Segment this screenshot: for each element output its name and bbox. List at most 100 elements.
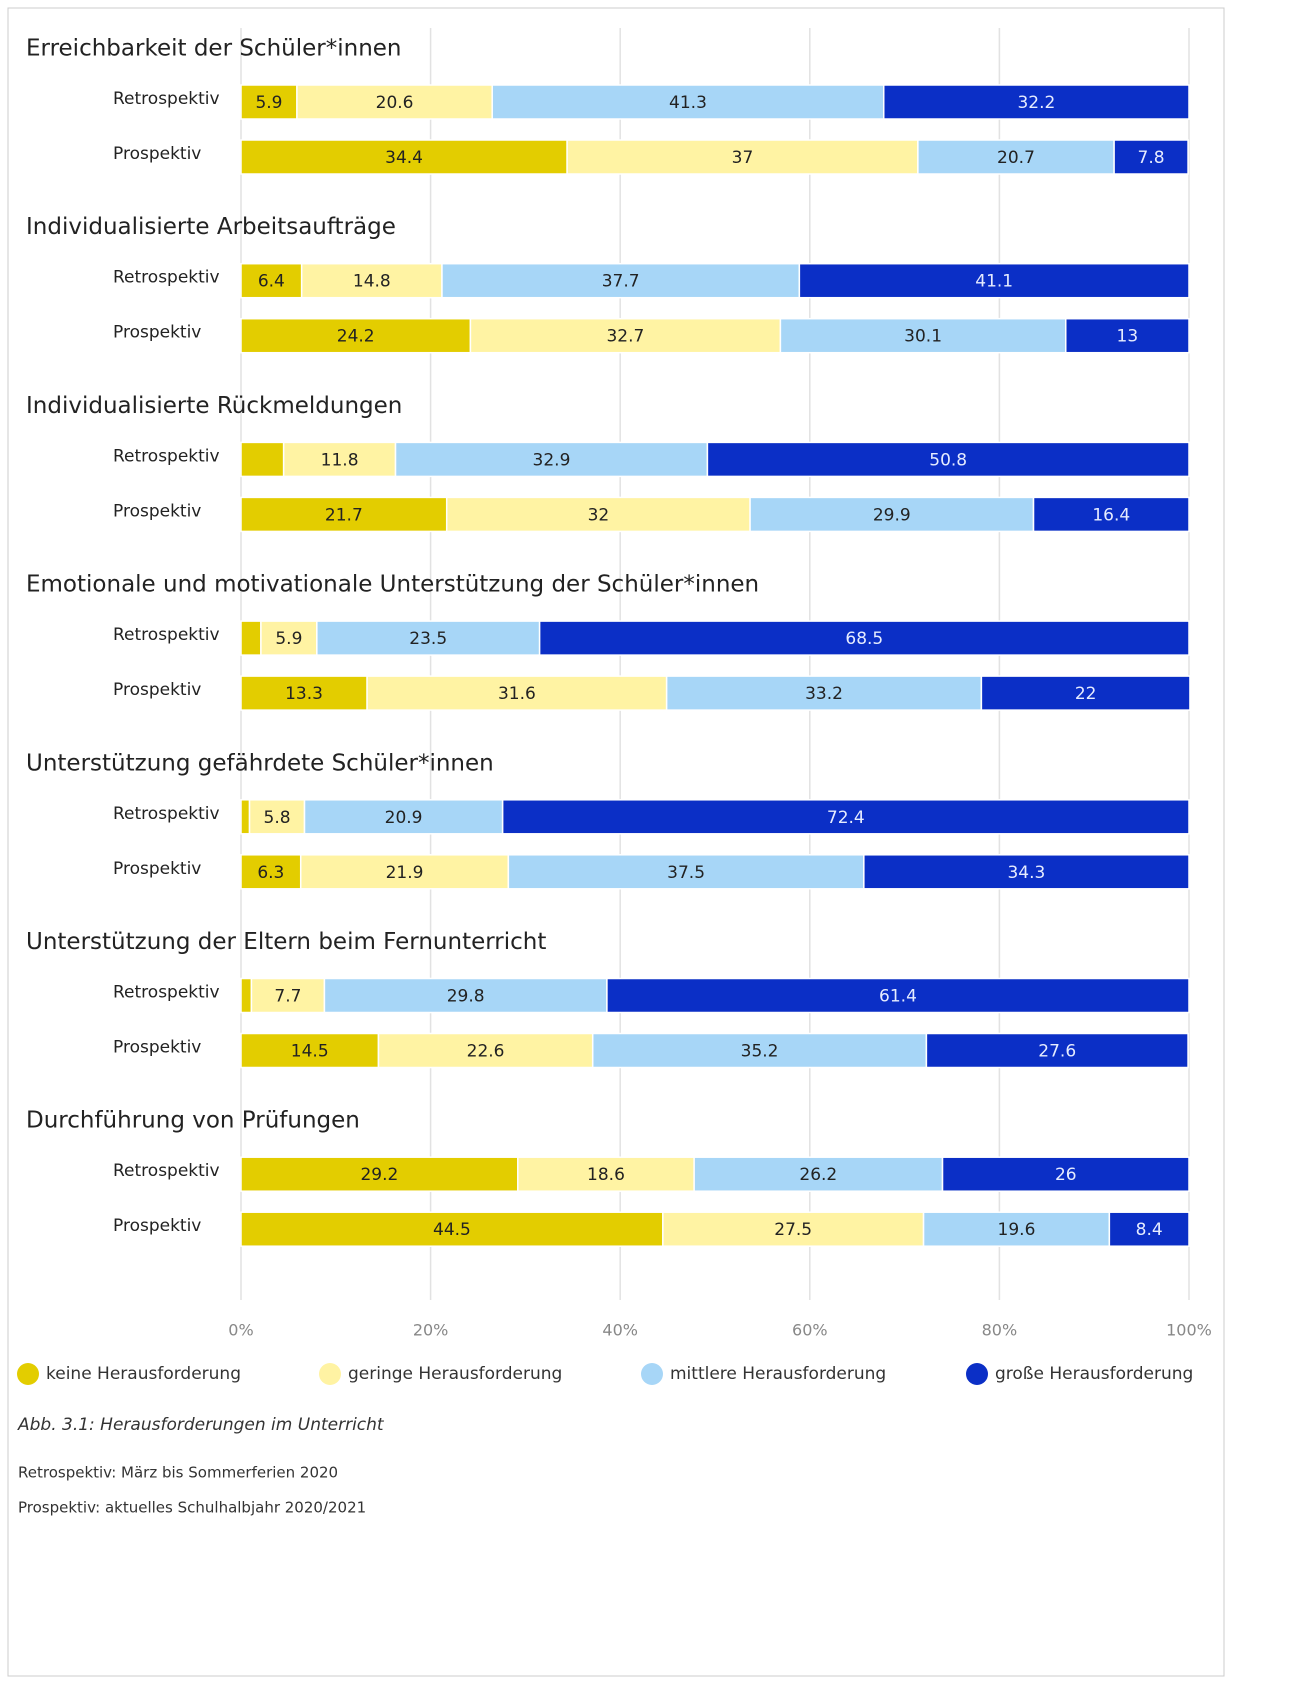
group-title: Durchführung von Prüfungen	[26, 1108, 360, 1134]
bar-segment	[706, 441, 1190, 478]
bar-segment	[240, 441, 285, 478]
value-label: 23.5	[409, 629, 447, 649]
group-title: Unterstützung gefährdete Schüler*innen	[26, 750, 494, 776]
x-tick-label: 0%	[228, 1321, 253, 1340]
value-label: 27.6	[1038, 1042, 1076, 1062]
x-tick-label: 20%	[413, 1321, 449, 1340]
value-label: 32.9	[533, 450, 571, 470]
value-label: 50.8	[929, 450, 967, 470]
value-label: 29.8	[447, 987, 485, 1007]
caption: Abb. 3.1: Herausforderungen im Unterrich…	[17, 1415, 385, 1435]
legend-label: keine Herausforderung	[46, 1364, 241, 1384]
value-label: 35.2	[741, 1042, 779, 1062]
bar-segment	[240, 1032, 380, 1069]
value-label: 6.3	[257, 863, 284, 883]
x-tick-label: 100%	[1166, 1321, 1212, 1340]
bar-segment	[240, 854, 302, 890]
bar-segment	[240, 262, 303, 299]
category-label: Prospektiv	[113, 859, 201, 879]
x-tick-label: 40%	[602, 1321, 638, 1340]
category-label: Prospektiv	[113, 501, 201, 521]
legend-marker	[17, 1363, 39, 1385]
value-label: 26.2	[799, 1165, 837, 1185]
legend-marker	[641, 1363, 663, 1385]
bar-segment	[662, 1211, 925, 1247]
value-label: 14.8	[353, 272, 391, 292]
bar-segment	[1065, 317, 1190, 354]
value-label: 5.9	[255, 93, 282, 113]
category-label: Prospektiv	[113, 144, 201, 164]
bar-segment	[922, 1211, 1111, 1247]
value-label: 29.2	[360, 1165, 398, 1185]
bar-segment	[980, 675, 1191, 711]
legend-marker	[966, 1363, 988, 1385]
category-label: Retrospektiv	[113, 89, 220, 109]
group-title: Individualisierte Arbeitsaufträge	[26, 214, 396, 240]
x-tick-label: 80%	[982, 1321, 1018, 1340]
bar-segment	[377, 1032, 594, 1069]
bar-segment	[323, 977, 608, 1014]
value-label: 32.2	[1017, 93, 1055, 113]
bar-segment	[882, 84, 1190, 120]
x-tick-label: 60%	[792, 1321, 828, 1340]
bar-segment	[749, 496, 1035, 533]
category-label: Retrospektiv	[113, 268, 220, 288]
group-title: Individualisierte Rückmeldungen	[26, 393, 402, 419]
bar-segment	[863, 854, 1190, 890]
value-label: 24.2	[337, 327, 375, 347]
value-label: 31.6	[498, 684, 536, 704]
value-label: 20.7	[997, 148, 1035, 168]
value-label: 21.7	[325, 505, 363, 525]
bar-segment	[501, 799, 1190, 835]
category-label: Prospektiv	[113, 680, 201, 700]
value-label: 37.5	[667, 863, 705, 883]
bar-segment	[316, 620, 541, 656]
category-label: Prospektiv	[113, 1216, 201, 1236]
bar-segment	[240, 139, 568, 175]
value-label: 37	[732, 148, 754, 168]
value-label: 32	[588, 505, 610, 525]
value-label: 20.6	[376, 93, 414, 113]
group-title: Unterstützung der Eltern beim Fernunterr…	[26, 929, 546, 955]
value-label: 21.9	[386, 863, 424, 883]
value-label: 72.4	[827, 808, 865, 828]
value-label: 34.4	[385, 148, 423, 168]
note: Retrospektiv: März bis Sommerferien 2020	[18, 1464, 338, 1482]
bar-segment	[240, 675, 368, 711]
category-label: Prospektiv	[113, 323, 201, 343]
value-label: 7.7	[274, 987, 301, 1007]
value-label: 30.1	[904, 327, 942, 347]
bar-segment	[248, 799, 306, 835]
group-title: Erreichbarkeit der Schüler*innen	[26, 36, 402, 62]
bar-segment	[240, 1211, 664, 1247]
bar-segment	[566, 139, 919, 175]
value-label: 8.4	[1136, 1220, 1163, 1240]
value-label: 27.5	[774, 1220, 812, 1240]
bar-segment	[1032, 496, 1190, 533]
legend-marker	[319, 1363, 341, 1385]
category-label: Prospektiv	[113, 1038, 201, 1058]
value-label: 37.7	[602, 272, 640, 292]
bar-segment	[517, 1156, 695, 1192]
legend-label: große Herausforderung	[995, 1364, 1193, 1384]
value-label: 16.4	[1092, 505, 1130, 525]
bar-segment	[441, 262, 801, 299]
bar-segment	[941, 1156, 1190, 1192]
value-label: 19.6	[998, 1220, 1036, 1240]
value-label: 41.3	[669, 93, 707, 113]
value-label: 22	[1075, 684, 1097, 704]
bar-segment	[299, 854, 510, 890]
bar-segment	[798, 262, 1190, 299]
value-label: 18.6	[587, 1165, 625, 1185]
value-label: 32.7	[606, 327, 644, 347]
group-title: Emotionale und motivationale Unterstützu…	[26, 572, 759, 598]
category-label: Retrospektiv	[113, 1161, 220, 1181]
value-label: 34.3	[1007, 863, 1045, 883]
value-label: 61.4	[879, 987, 917, 1007]
bar-segment	[665, 675, 983, 711]
legend-label: geringe Herausforderung	[348, 1364, 562, 1384]
value-label: 13	[1117, 327, 1139, 347]
value-label: 33.2	[805, 684, 843, 704]
bar-segment	[300, 262, 443, 299]
